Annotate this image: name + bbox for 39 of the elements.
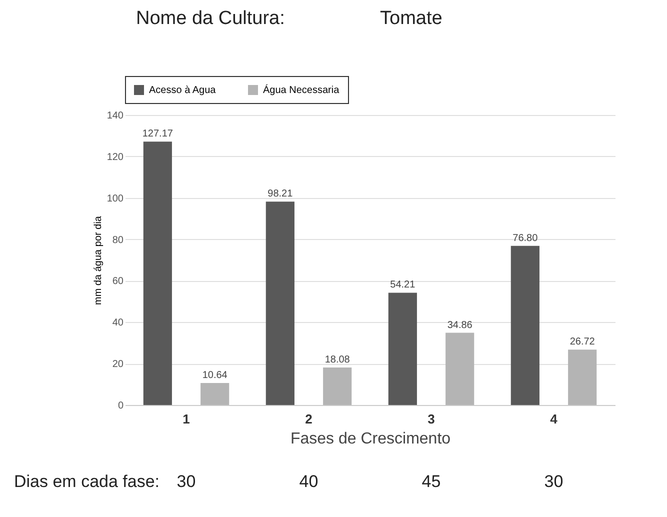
data-label: 26.72 <box>570 336 596 348</box>
text: 40 <box>299 472 318 492</box>
y-tick-label: 80 <box>112 234 124 246</box>
bar <box>510 246 540 405</box>
data-label: 54.21 <box>390 280 416 291</box>
x-tick-label: 2 <box>305 412 312 426</box>
y-tick-label: 100 <box>106 193 124 204</box>
text: 45 <box>422 472 441 492</box>
y-tick-label: 120 <box>106 152 124 163</box>
text: 30 <box>544 472 564 492</box>
bar <box>200 382 230 405</box>
text: Dias em cada fase: <box>14 472 160 492</box>
legend-label: Acesso à Agua <box>149 85 216 96</box>
y-tick-label: 0 <box>118 400 124 412</box>
data-label: 76.80 <box>512 232 538 244</box>
bar <box>266 202 294 405</box>
x-tick-label: 3 <box>428 412 435 426</box>
bar <box>568 350 597 405</box>
data-label: 18.08 <box>324 354 350 366</box>
bar <box>323 368 352 405</box>
y-tick-label: 40 <box>112 318 124 329</box>
y-tick-label: 20 <box>112 359 124 370</box>
y-axis-title: mm da água por dia <box>92 216 104 305</box>
bar <box>446 332 474 405</box>
x-tick-label: 4 <box>550 412 558 426</box>
data-label: 127.17 <box>142 128 174 140</box>
chart-subtitle: Tomate <box>380 8 442 30</box>
text: 30 <box>176 472 196 492</box>
chart-title: Nome da Cultura: <box>136 8 285 30</box>
x-tick-label: 1 <box>182 412 190 426</box>
legend-label: Água Necessaria <box>263 84 340 96</box>
y-tick-label: 60 <box>112 276 124 288</box>
data-label: 34.86 <box>447 320 473 331</box>
data-label: 10.64 <box>202 370 228 381</box>
y-tick-label: 140 <box>106 110 124 122</box>
bar <box>143 142 172 405</box>
data-label: 98.21 <box>268 188 294 200</box>
x-axis-title: Fases de Crescimento <box>290 430 451 448</box>
bar <box>388 292 417 405</box>
